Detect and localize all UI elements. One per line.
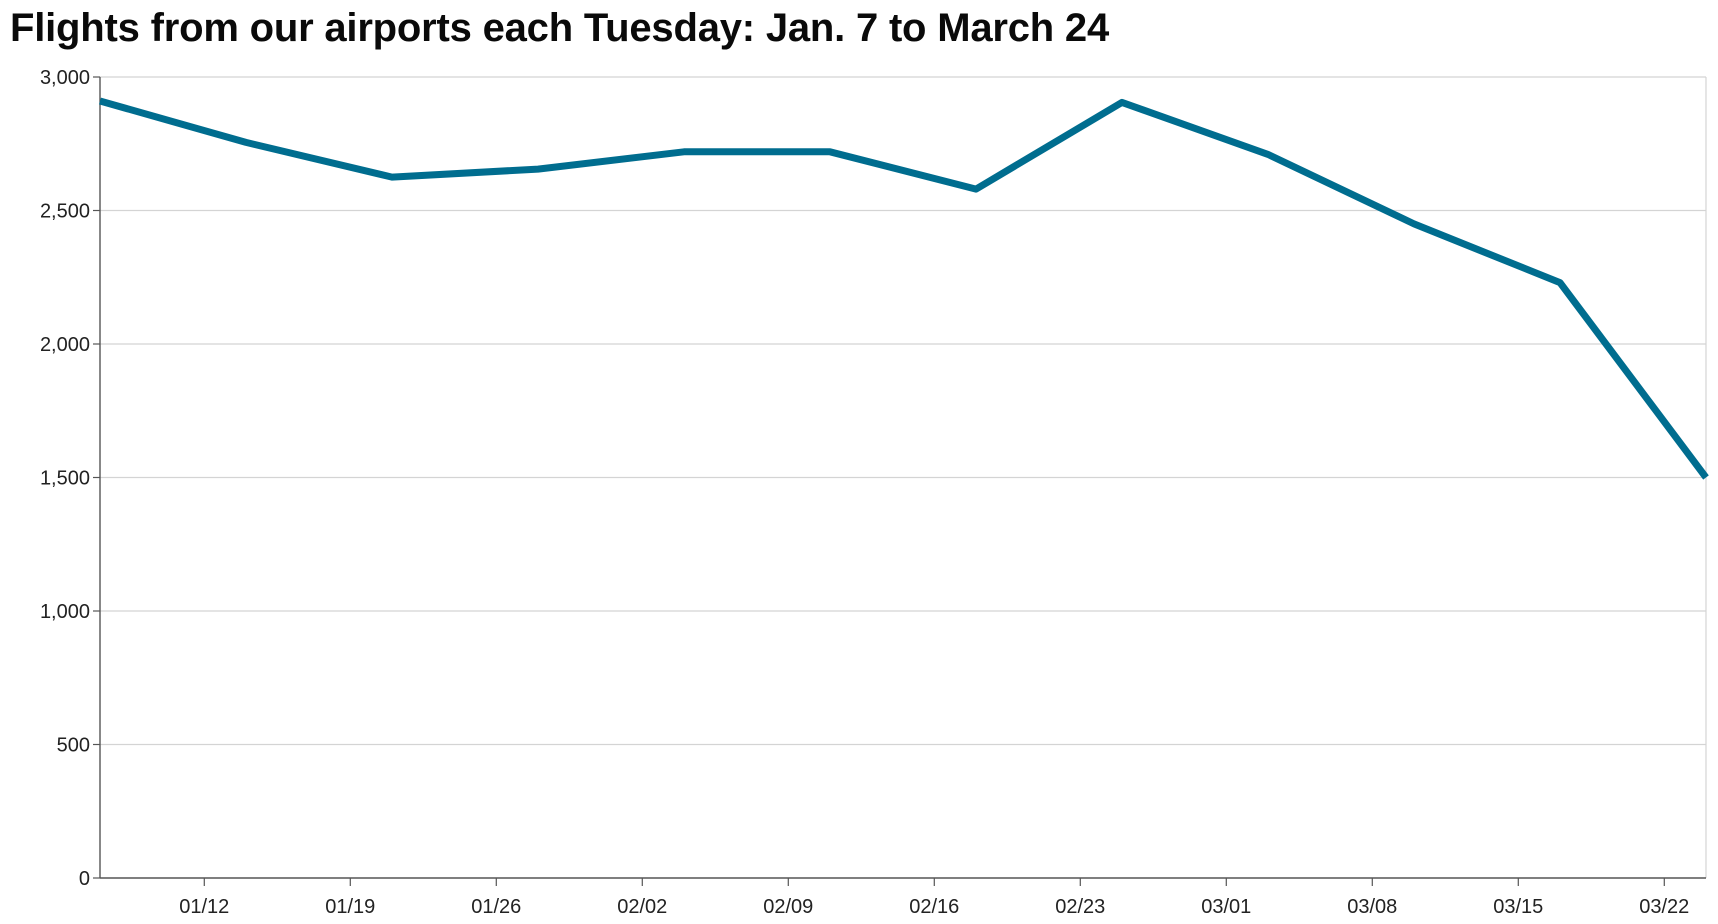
y-tick-label: 3,000 xyxy=(40,67,90,89)
x-tick-label: 02/02 xyxy=(617,896,667,918)
data-point xyxy=(1265,151,1272,158)
x-tick-label: 03/01 xyxy=(1201,896,1251,918)
y-tick-label: 1,000 xyxy=(40,601,90,623)
x-tick-label: 02/16 xyxy=(909,896,959,918)
x-tick-label: 01/12 xyxy=(179,896,229,918)
y-axis-ticks: 0 500 1,000 1,500 2,000 2,500 3,000 xyxy=(40,67,100,890)
x-tick-label: 02/09 xyxy=(763,896,813,918)
data-point xyxy=(1703,474,1710,481)
data-point xyxy=(1557,279,1564,286)
x-tick-label: 02/23 xyxy=(1055,896,1105,918)
data-point xyxy=(973,186,980,193)
data-point xyxy=(97,98,104,105)
data-point xyxy=(1119,99,1126,106)
chart-title: Flights from our airports each Tuesday: … xyxy=(10,6,1110,50)
y-tick-label: 0 xyxy=(79,868,90,890)
series-line xyxy=(99,97,1709,480)
y-tick-label: 2,500 xyxy=(40,201,90,223)
y-tick-label: 2,000 xyxy=(40,334,90,356)
x-tick-label: 01/19 xyxy=(325,896,375,918)
x-tick-label: 01/26 xyxy=(471,896,521,918)
data-point xyxy=(827,148,834,155)
data-point xyxy=(535,166,542,173)
x-axis-ticks: 01/12 01/19 01/26 02/02 02/09 02/16 02/23 03/01… xyxy=(179,878,1689,918)
data-point xyxy=(1411,220,1418,227)
x-tick-label: 03/15 xyxy=(1493,896,1543,918)
y-tick-label: 1,500 xyxy=(40,468,90,490)
gridlines xyxy=(100,76,1707,878)
data-point xyxy=(389,174,396,181)
x-tick-label: 03/08 xyxy=(1347,896,1397,918)
data-point xyxy=(243,139,250,146)
x-tick-label: 03/22 xyxy=(1639,896,1689,918)
data-point xyxy=(681,148,688,155)
series xyxy=(97,97,1710,481)
y-tick-label: 500 xyxy=(57,735,90,757)
